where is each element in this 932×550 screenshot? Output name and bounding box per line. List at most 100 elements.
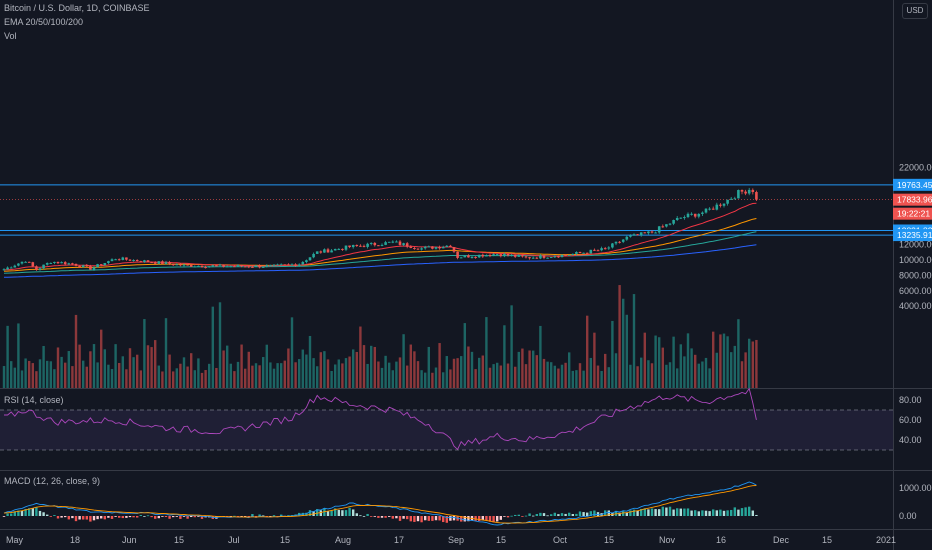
macd-histogram-bar	[186, 516, 189, 519]
candle-body	[276, 264, 279, 266]
volume-bar	[146, 345, 150, 388]
volume-bar	[168, 354, 171, 388]
macd-histogram-bar	[704, 510, 708, 516]
volume-bar	[269, 362, 272, 388]
macd-histogram-bar	[560, 513, 564, 516]
volume-bar	[737, 319, 740, 388]
macd-histogram-bar	[193, 516, 196, 518]
candle-body	[150, 262, 153, 264]
currency-button[interactable]: USD	[902, 3, 928, 19]
macd-histogram-bar	[204, 516, 207, 518]
candle-body	[445, 245, 449, 248]
macd-histogram-bar	[258, 514, 261, 516]
volume-bar	[10, 361, 13, 388]
candle-body	[549, 257, 553, 259]
volume-bar	[568, 352, 571, 388]
volume-bar	[730, 352, 733, 388]
candle-body	[665, 224, 668, 227]
macd-histogram-bar	[31, 508, 34, 516]
macd-title[interactable]: MACD (12, 26, close, 9)	[4, 476, 101, 486]
macd-histogram-bar	[719, 509, 722, 516]
candle-body	[110, 259, 114, 262]
volume-bar	[456, 358, 459, 388]
candle-body	[474, 257, 477, 259]
volume-bar	[280, 363, 283, 388]
candle-body	[265, 265, 269, 267]
volume-bar	[46, 360, 49, 388]
legend-ema[interactable]: EMA 20/50/100/200	[4, 17, 84, 27]
candle-body	[618, 241, 621, 243]
macd-histogram-bar	[175, 516, 178, 517]
candle-body	[74, 263, 78, 266]
volume-bar	[499, 365, 502, 388]
candle-body	[146, 260, 150, 263]
macd-histogram-bar	[355, 513, 358, 516]
candle-body	[27, 261, 31, 263]
candle-body	[402, 243, 405, 245]
volume-bar	[352, 349, 355, 388]
volume-bar	[521, 348, 524, 388]
macd-histogram-bar	[402, 516, 405, 519]
volume-bar	[618, 285, 621, 388]
macd-histogram-bar	[431, 516, 434, 521]
macd-histogram-bar	[730, 509, 733, 516]
macd-histogram-bar	[578, 511, 582, 516]
macd-histogram-bar	[28, 508, 31, 516]
candle-body	[578, 252, 582, 254]
macd-histogram-bar	[398, 516, 402, 521]
macd-histogram-bar	[715, 510, 718, 516]
candle-body	[611, 243, 614, 248]
rsi-title[interactable]: RSI (14, close)	[4, 395, 64, 405]
candle-body	[629, 235, 632, 237]
volume-bar	[60, 356, 63, 388]
macd-histogram-bar	[679, 508, 682, 516]
macd-histogram-bar	[319, 510, 322, 516]
macd-histogram-bar	[690, 510, 693, 516]
candle-body	[535, 257, 539, 259]
volume-bar	[575, 370, 578, 388]
candle-body	[413, 248, 416, 250]
volume-bar	[67, 351, 70, 388]
volume-bar	[290, 317, 294, 388]
candle-body	[348, 245, 351, 248]
candle-body	[261, 266, 265, 268]
volume-bar	[661, 347, 664, 388]
volume-bar	[298, 359, 301, 388]
candle-body	[647, 231, 650, 234]
macd-histogram-bar	[564, 513, 567, 516]
volume-bar	[704, 357, 708, 388]
macd-histogram-bar	[82, 516, 85, 520]
volume-bar	[323, 351, 326, 388]
candle-body	[384, 242, 387, 245]
candle-body	[420, 248, 423, 250]
macd-histogram-bar	[485, 516, 488, 521]
volume-bar	[388, 362, 391, 388]
legend-vol[interactable]: Vol	[4, 31, 17, 41]
volume-bar	[28, 360, 31, 388]
candle-body	[715, 204, 719, 210]
macd-histogram-bar	[643, 508, 646, 516]
macd-histogram-bar	[449, 516, 452, 521]
volume-bar	[229, 363, 232, 388]
time-axis-label: 15	[280, 535, 290, 545]
macd-histogram-bar	[71, 516, 74, 519]
candle-body	[697, 213, 701, 217]
macd-histogram-bar	[157, 516, 160, 519]
candle-body	[463, 255, 467, 258]
volume-bar	[136, 354, 139, 388]
candle-body	[182, 264, 186, 266]
rsi-axis-label: 80.00	[899, 395, 922, 405]
macd-histogram-bar	[744, 507, 747, 516]
volume-bar	[733, 345, 736, 388]
volume-bar	[247, 351, 250, 388]
volume-bar	[305, 354, 308, 388]
legend-symbol[interactable]: Bitcoin / U.S. Dollar, 1D, COINBASE	[4, 3, 150, 13]
candle-body	[89, 266, 92, 270]
volume-bar	[413, 351, 416, 388]
volume-bar	[240, 344, 243, 388]
volume-bar	[600, 371, 603, 388]
volume-bar	[625, 314, 628, 388]
macd-histogram-bar	[100, 516, 103, 519]
